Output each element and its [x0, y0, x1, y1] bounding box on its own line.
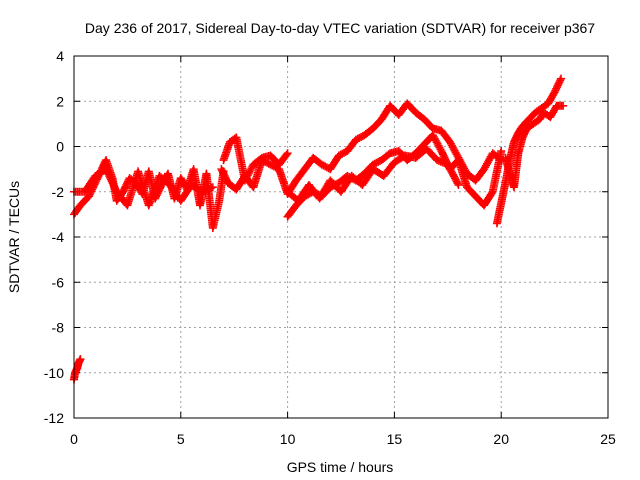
- series-track-i: [70, 355, 85, 384]
- series-track-h: [501, 101, 568, 192]
- data-point: [109, 180, 118, 189]
- y-tick-label: 4: [56, 48, 64, 64]
- x-axis-label: GPS time / hours: [287, 459, 394, 475]
- data-point: [110, 182, 119, 191]
- y-tick-label: 2: [56, 93, 64, 109]
- data-points: [70, 74, 568, 384]
- y-tick-label: -12: [44, 410, 64, 426]
- x-tick-label: 10: [280, 431, 296, 447]
- series-track-b: [70, 165, 217, 210]
- chart-title: Day 236 of 2017, Sidereal Day-to-day VTE…: [85, 20, 595, 36]
- axis-ticks: 0 5 10 15 20 25 -12 -10 -8 -6 -4 -2 0 2 4: [44, 48, 616, 447]
- data-point: [76, 355, 85, 364]
- series-track-d: [217, 99, 506, 199]
- data-point: [108, 179, 117, 188]
- x-tick-label: 20: [493, 431, 509, 447]
- y-tick-label: -2: [52, 184, 65, 200]
- y-tick-label: 0: [56, 139, 64, 155]
- data-point: [556, 76, 565, 85]
- y-tick-label: -6: [52, 274, 65, 290]
- x-tick-label: 25: [600, 431, 616, 447]
- series-track-f: [283, 144, 463, 205]
- y-tick-label: -10: [44, 365, 64, 381]
- data-point: [107, 177, 116, 186]
- y-tick-label: -4: [52, 229, 65, 245]
- data-point: [104, 170, 113, 179]
- data-point: [453, 179, 462, 188]
- data-point: [102, 165, 111, 174]
- data-point: [102, 166, 111, 175]
- y-axis-label: SDTVAR / TECUs: [6, 181, 22, 293]
- data-point: [103, 168, 112, 177]
- data-point: [559, 101, 568, 110]
- x-tick-label: 15: [387, 431, 403, 447]
- data-point: [282, 150, 291, 159]
- data-point: [497, 147, 506, 156]
- plot-frame: [73, 55, 609, 419]
- data-point: [454, 180, 463, 189]
- data-point: [557, 74, 566, 83]
- data-point: [208, 183, 217, 192]
- y-tick-label: -8: [52, 320, 65, 336]
- x-tick-label: 5: [177, 431, 185, 447]
- data-point: [105, 172, 114, 181]
- x-tick-label: 0: [70, 431, 78, 447]
- data-point: [106, 175, 115, 184]
- data-point: [283, 149, 292, 158]
- data-point: [106, 173, 115, 182]
- data-point: [111, 184, 120, 193]
- grid: [74, 56, 608, 418]
